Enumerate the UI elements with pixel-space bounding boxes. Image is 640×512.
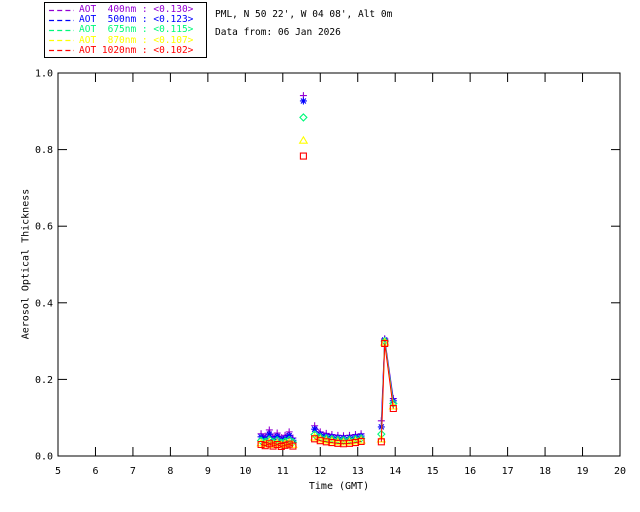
line-style-swatch-400nm [49, 9, 74, 11]
x-tick-label: 9 [205, 466, 211, 477]
y-tick-label: 0.4 [35, 298, 53, 309]
square-marker [273, 440, 281, 449]
asterisk-marker [277, 436, 285, 444]
x-tick-label: 13 [352, 466, 364, 477]
x-axis-label: Time (GMT) [308, 481, 370, 492]
y-axis-label: Aerosol Optical Thickness [20, 188, 32, 340]
x-tick-label: 15 [427, 466, 439, 477]
x-tick-label: 20 [614, 466, 626, 477]
y-tick-label: 0.6 [35, 222, 53, 233]
line-style-swatch-870nm [49, 40, 74, 42]
triangle-marker [288, 439, 298, 448]
series-line [314, 438, 362, 445]
legend-label-500nm: AOT 500nm : <0.123> [79, 14, 194, 26]
square-marker [389, 404, 397, 413]
y-tick-label: 0.2 [35, 375, 53, 386]
plot-frame [57, 72, 621, 457]
series-aot-400nm [257, 92, 397, 442]
x-tick-label: 12 [314, 466, 326, 477]
diamond-marker [272, 436, 282, 445]
square-marker [289, 442, 297, 450]
triangle-marker [309, 432, 320, 441]
diamond-marker [284, 435, 294, 445]
asterisk-marker [311, 425, 319, 433]
asterisk-marker [265, 430, 273, 438]
x-tick-label: 19 [577, 466, 589, 477]
x-axis-ticks: 5 6 7 8 9 10 11 12 13 14 15 16 17 18 19 20 [55, 73, 626, 477]
legend-label-870nm: AOT 870nm : <0.107> [79, 34, 194, 46]
triangle-marker [338, 437, 349, 446]
triangle-marker [350, 436, 361, 445]
diamond-marker [299, 113, 308, 122]
x-tick-label: 10 [239, 466, 251, 477]
y-axis-ticks: 0.0 0.2 0.4 0.6 0.8 1.0 [35, 69, 620, 463]
x-tick-label: 7 [130, 466, 136, 477]
line-style-swatch-1020nm [49, 50, 74, 52]
triangle-marker [327, 436, 337, 445]
x-tick-label: 18 [539, 466, 551, 477]
square-marker [299, 152, 307, 160]
legend-label-675nm: AOT 675nm : <0.115> [79, 24, 194, 36]
triangle-marker [315, 434, 326, 443]
legend-box: AOT 400nm : <0.130> AOT 500nm : <0.123> … [44, 2, 207, 58]
diamond-marker [265, 435, 274, 444]
x-tick-label: 5 [55, 466, 61, 477]
triangle-marker [260, 439, 270, 448]
series-aot-870nm [256, 135, 399, 449]
diamond-marker [310, 430, 319, 439]
legend-label-400nm: AOT 400nm : <0.130> [79, 4, 194, 16]
triangle-marker [276, 440, 287, 449]
legend-label-1020nm: AOT 1020nm : <0.102> [79, 44, 194, 56]
x-tick-label: 6 [92, 466, 98, 477]
triangle-marker [264, 437, 275, 446]
y-tick-label: 0.0 [35, 452, 53, 463]
legend-item-1020nm: AOT 1020nm : <0.102> [48, 44, 203, 56]
line-style-swatch-675nm [49, 29, 74, 32]
square-marker [381, 339, 389, 347]
triangle-marker [321, 435, 332, 444]
triangle-marker [298, 135, 309, 144]
legend-item-400nm: AOT 400nm : <0.130> [48, 5, 203, 15]
square-marker [377, 438, 385, 446]
x-tick-label: 14 [389, 466, 401, 477]
legend-item-500nm: AOT 500nm : <0.123> [48, 15, 203, 25]
station-location-text: PML, N 50 22', W 04 08', Alt 0m [215, 9, 393, 20]
y-tick-label: 1.0 [35, 69, 53, 80]
series-aot-675nm [256, 113, 398, 447]
line-style-swatch-500nm [49, 19, 74, 21]
square-marker [357, 437, 365, 445]
series-line [380, 343, 394, 442]
legend-item-675nm: AOT 675nm : <0.115> [48, 25, 203, 35]
square-marker [257, 440, 265, 449]
data-date-text: Data from: 06 Jan 2026 [215, 27, 341, 38]
series-aot-500nm [257, 97, 397, 444]
x-tick-label: 17 [502, 466, 514, 477]
x-tick-label: 8 [167, 466, 173, 477]
square-marker [265, 440, 273, 448]
square-marker [345, 439, 354, 447]
legend-item-870nm: AOT 870nm : <0.107> [48, 34, 203, 46]
x-tick-label: 11 [277, 466, 289, 477]
triangle-marker [333, 437, 343, 446]
triangle-marker [344, 437, 355, 446]
y-tick-label: 0.8 [35, 145, 53, 156]
triangle-marker [356, 435, 366, 444]
series-aot-1020nm [257, 152, 397, 450]
x-tick-label: 16 [464, 466, 476, 477]
square-marker [351, 439, 360, 447]
square-marker [285, 440, 293, 448]
asterisk-marker [299, 97, 307, 105]
